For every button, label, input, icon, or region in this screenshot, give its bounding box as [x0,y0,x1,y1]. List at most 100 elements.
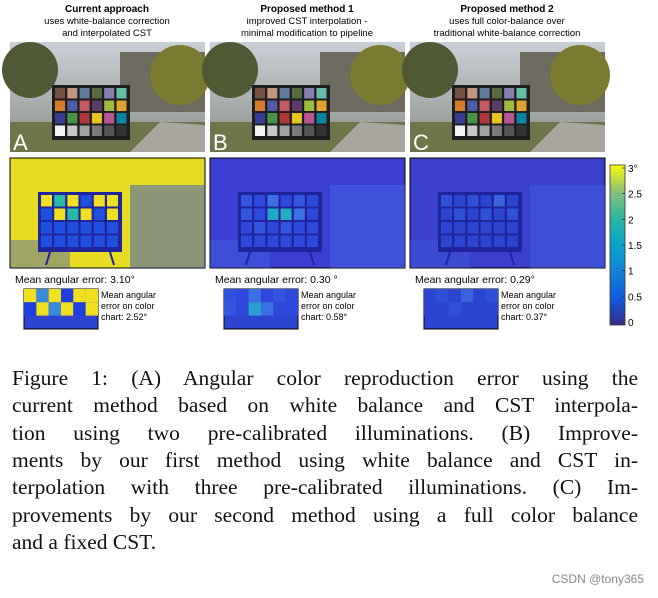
tree [550,45,610,105]
stand [445,251,451,266]
tree [150,45,210,105]
checker-patch [516,113,527,124]
checker-patch [55,113,65,124]
chart-error-patch [36,289,49,303]
panel-letter: C [413,130,429,155]
chart-error-patch [485,289,498,303]
checker-patch [291,125,302,136]
checker-patch [279,125,290,136]
checker-patch [467,88,478,99]
panel-letter: A [13,130,28,155]
checker-patch [279,100,290,111]
error-map-patch [467,208,479,220]
chart-error-patch [60,302,74,316]
error-map-patch [441,208,452,220]
error-map-patch [93,235,105,247]
chart-error-patch [48,302,61,316]
panel-title: Proposed method 1 [260,4,354,15]
panel-subtitle: traditional white-balance correction [434,28,581,39]
colorbar-label: 1.5 [628,241,642,252]
checker-patch [116,100,127,111]
error-map [9,157,206,269]
checker-patch [67,88,78,99]
checker-patch [104,100,115,111]
error-map-patch [93,222,105,234]
error-map-patch [307,208,318,220]
error-map [209,157,406,269]
error-map-patch [41,235,52,247]
error-map-patch [480,208,492,220]
error-map-patch [107,195,118,207]
error-map-patch [93,208,105,220]
error-map-patch [507,235,518,247]
error-map-patch [293,208,305,220]
caption-line: current method based on white balance an… [12,393,638,418]
error-map-patch [267,208,279,220]
chart-error-patch [473,289,486,303]
panel-subtitle: improved CST interpolation - [247,16,368,27]
colorbar-label: 1 [628,267,634,278]
chart-error: error on color [501,301,555,311]
stand [509,251,515,266]
error-map-patch [267,222,279,234]
checker-patch [504,100,515,111]
path [330,122,405,152]
chart-error: error on color [101,301,155,311]
checker-patch [304,125,315,136]
error-map-patch [280,222,292,234]
colorbar-label: 0.5 [628,292,642,303]
error-map-patch [507,222,518,234]
checker-patch [55,100,65,111]
chart-error-patch [436,289,449,303]
chart-error-patch [24,289,37,303]
error-map-region [330,185,405,268]
error-map-patch [507,195,518,207]
error-map-patch [280,235,292,247]
path [530,122,605,152]
tree [350,45,410,105]
checker-patch [516,100,527,111]
checker-patch [467,125,478,136]
chart-error: error on color [301,301,355,311]
error-map-patch [67,222,79,234]
checker-patch [455,100,465,111]
chart-error-patch [73,302,86,316]
checker-patch [67,113,78,124]
checker-patch [455,125,465,136]
checker-patch [91,88,102,99]
error-map-patch [54,222,66,234]
panel-letter: B [213,130,228,155]
chart-error-patch [273,302,286,316]
error-map-patch [307,222,318,234]
stand [245,251,251,266]
colorbar-label: 2 [628,215,634,226]
error-map-patch [293,222,305,234]
checker-patch [67,100,78,111]
chart-error-patch [285,302,298,316]
checker-patch [304,88,315,99]
error-map-patch [493,235,505,247]
error-map-patch [41,222,52,234]
checker-patch [255,113,265,124]
chart-error-patch [85,289,98,303]
checker-patch [516,88,527,99]
error-map-patch [80,208,92,220]
checker-patch [104,125,115,136]
error-map-patch [54,195,66,207]
error-map-patch [454,222,466,234]
checker-patch [316,88,327,99]
tree [2,42,58,98]
chart-error-patch [260,302,274,316]
checker-patch [55,88,65,99]
chart-error-patch [473,302,486,316]
error-map-patch [67,235,79,247]
path [130,122,205,152]
checker-patch [267,125,278,136]
chart-error-patch [60,289,74,303]
error-map-patch [107,235,118,247]
stand [109,251,115,266]
panel-subtitle: uses white-balance correction [44,16,170,27]
checker-patch [255,88,265,99]
chart-error-patch [260,289,274,303]
checker-patch [255,125,265,136]
